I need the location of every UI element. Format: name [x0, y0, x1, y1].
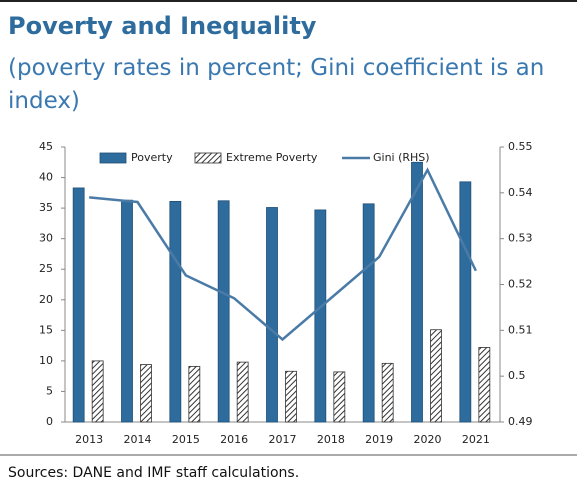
poverty-bar [411, 161, 423, 423]
legend-label: Poverty [131, 151, 173, 164]
extreme-poverty-bar [140, 364, 152, 423]
extreme-poverty-bar [236, 361, 249, 423]
x-tick-label: 2017 [269, 433, 297, 446]
poverty-bar [217, 200, 230, 423]
x-tick-label: 2015 [172, 433, 200, 446]
x-tick-label: 2018 [317, 433, 345, 446]
y-tick-label: 40 [39, 171, 53, 184]
poverty-bar [266, 207, 278, 423]
y2-tick-label: 0.51 [508, 323, 533, 336]
legend-label: Gini (RHS) [373, 151, 430, 164]
y-tick-label: 15 [39, 323, 53, 336]
poverty-bar [72, 187, 85, 423]
poverty-bar [362, 203, 375, 423]
extreme-poverty-bar [188, 365, 201, 423]
extreme-poverty-bar [91, 360, 104, 423]
y2-tick-label: 0.54 [508, 186, 533, 199]
y-tick-label: 0 [46, 415, 53, 428]
extreme-poverty-bar [430, 329, 442, 423]
y2-tick-label: 0.53 [508, 232, 533, 245]
x-tick-label: 2013 [75, 433, 103, 446]
legend-swatch [99, 152, 127, 164]
y-tick-label: 30 [39, 232, 53, 245]
y2-tick-label: 0.52 [508, 278, 533, 291]
poverty-bar [459, 181, 472, 423]
y-tick-label: 45 [39, 140, 53, 153]
y-tick-label: 20 [39, 293, 53, 306]
extreme-poverty-bar [381, 362, 394, 423]
chart-subtitle: (poverty rates in percent; Gini coeffici… [8, 55, 545, 114]
y2-tick-label: 0.55 [508, 140, 533, 153]
extreme-poverty-bar [285, 370, 297, 423]
x-tick-label: 2019 [365, 433, 393, 446]
legend-label: Extreme Poverty [226, 151, 318, 164]
y-tick-label: 10 [39, 354, 53, 367]
source-note: Sources: DANE and IMF staff calculations… [8, 465, 300, 481]
legend-swatch [194, 152, 222, 164]
y-tick-label: 35 [39, 201, 53, 214]
x-tick-label: 2016 [220, 433, 248, 446]
y-tick-label: 5 [46, 384, 53, 397]
poverty-bar [314, 209, 327, 423]
y-tick-label: 25 [39, 262, 53, 275]
extreme-poverty-bar [333, 371, 346, 423]
gini-line [89, 167, 477, 342]
x-tick-label: 2014 [124, 433, 152, 446]
poverty-bar [121, 199, 133, 423]
x-tick-label: 2021 [462, 433, 490, 446]
poverty-bar [169, 200, 182, 423]
chart-title: Poverty and Inequality [8, 12, 317, 40]
y2-tick-label: 0.5 [508, 369, 526, 382]
y2-tick-label: 0.49 [508, 415, 533, 428]
x-tick-label: 2020 [414, 433, 442, 446]
extreme-poverty-bar [478, 347, 491, 423]
